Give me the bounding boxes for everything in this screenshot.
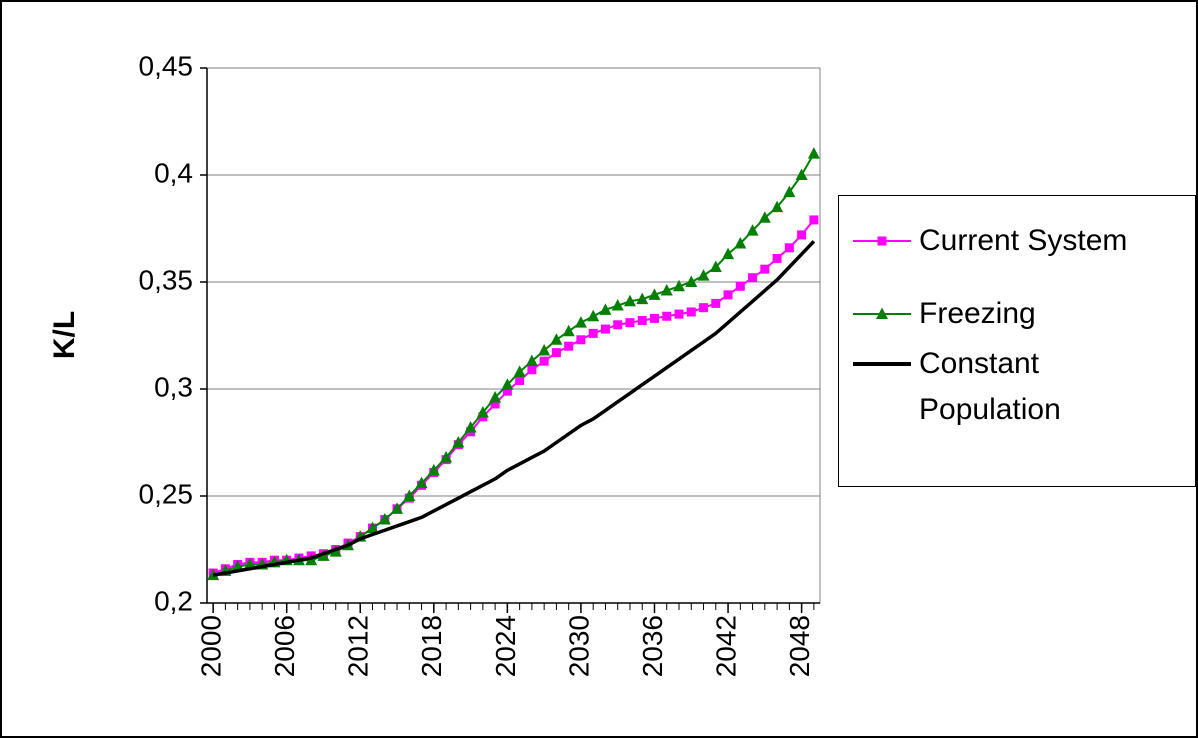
- marker: [662, 311, 672, 321]
- marker: [709, 260, 722, 273]
- legend-label: Current System: [919, 224, 1128, 257]
- x-tick-label: 2006: [269, 615, 300, 677]
- marker: [452, 436, 465, 448]
- legend: Current System Freezing Constant Populatio…: [838, 195, 1196, 487]
- marker: [795, 168, 808, 180]
- marker: [464, 421, 477, 433]
- y-tick-label: 0,3: [154, 371, 193, 402]
- y-axis-label: K/L: [48, 311, 81, 359]
- marker: [637, 316, 647, 326]
- marker: [502, 386, 512, 396]
- marker: [403, 489, 416, 501]
- y-tick-label: 0,45: [139, 50, 194, 81]
- legend-label: Constant Population: [919, 347, 1061, 426]
- marker: [391, 502, 404, 514]
- legend-key: [853, 236, 911, 246]
- marker: [613, 320, 623, 330]
- marker: [564, 341, 574, 351]
- marker: [576, 335, 586, 345]
- marker: [772, 253, 782, 263]
- y-tick-label: 0,35: [139, 264, 194, 295]
- marker: [599, 303, 612, 315]
- marker: [527, 365, 537, 375]
- marker: [625, 318, 635, 328]
- marker: [748, 273, 758, 283]
- marker: [489, 391, 502, 403]
- marker: [722, 247, 735, 260]
- marker: [551, 348, 561, 358]
- marker: [611, 299, 624, 311]
- marker: [797, 230, 807, 240]
- y-tick-label: 0,4: [154, 157, 193, 188]
- marker: [686, 307, 696, 317]
- x-tick-label: 2042: [710, 615, 741, 677]
- x-tick-label: 2000: [196, 615, 227, 677]
- legend-key: [853, 362, 911, 366]
- marker: [427, 463, 440, 476]
- marker: [784, 243, 794, 253]
- marker: [588, 328, 598, 338]
- marker: [697, 269, 710, 281]
- marker: [574, 316, 587, 328]
- marker: [734, 236, 747, 249]
- marker: [674, 309, 684, 319]
- marker: [771, 200, 784, 213]
- marker: [711, 298, 721, 308]
- marker: [550, 333, 563, 345]
- marker: [648, 288, 661, 300]
- marker: [723, 290, 733, 300]
- marker: [600, 324, 610, 334]
- marker: [673, 279, 686, 292]
- x-tick-label: 2048: [784, 615, 815, 677]
- marker: [809, 215, 819, 225]
- marker: [685, 275, 698, 287]
- marker: [562, 324, 575, 337]
- marker: [877, 236, 887, 246]
- marker: [623, 294, 636, 307]
- marker: [746, 224, 759, 236]
- marker: [587, 309, 600, 322]
- marker: [515, 375, 525, 385]
- plot-area: [206, 67, 821, 604]
- marker: [783, 185, 796, 198]
- marker: [636, 292, 649, 305]
- x-tick-label: 2024: [490, 615, 521, 677]
- marker: [490, 399, 500, 409]
- marker: [699, 303, 709, 313]
- marker: [378, 513, 391, 525]
- marker: [807, 147, 820, 159]
- x-tick-label: 2012: [343, 615, 374, 677]
- marker: [735, 281, 745, 291]
- marker: [366, 521, 379, 534]
- marker: [501, 378, 514, 390]
- series-line: [212, 240, 816, 577]
- marker: [660, 284, 673, 296]
- x-tick-label: 2030: [563, 615, 594, 677]
- x-tick-label: 2036: [637, 615, 668, 677]
- legend-key: [853, 307, 911, 319]
- marker: [476, 406, 489, 418]
- y-tick-label: 0,25: [139, 478, 194, 509]
- marker: [440, 450, 453, 463]
- marker: [415, 476, 428, 489]
- marker: [539, 356, 549, 366]
- marker: [525, 354, 538, 367]
- x-tick-label: 2018: [416, 615, 447, 677]
- marker: [538, 343, 551, 356]
- marker: [758, 211, 771, 223]
- marker: [876, 307, 888, 319]
- marker: [513, 365, 526, 377]
- legend-label: Freezing: [919, 297, 1036, 330]
- marker: [649, 313, 659, 323]
- y-tick-label: 0,2: [154, 585, 193, 616]
- marker: [760, 264, 770, 274]
